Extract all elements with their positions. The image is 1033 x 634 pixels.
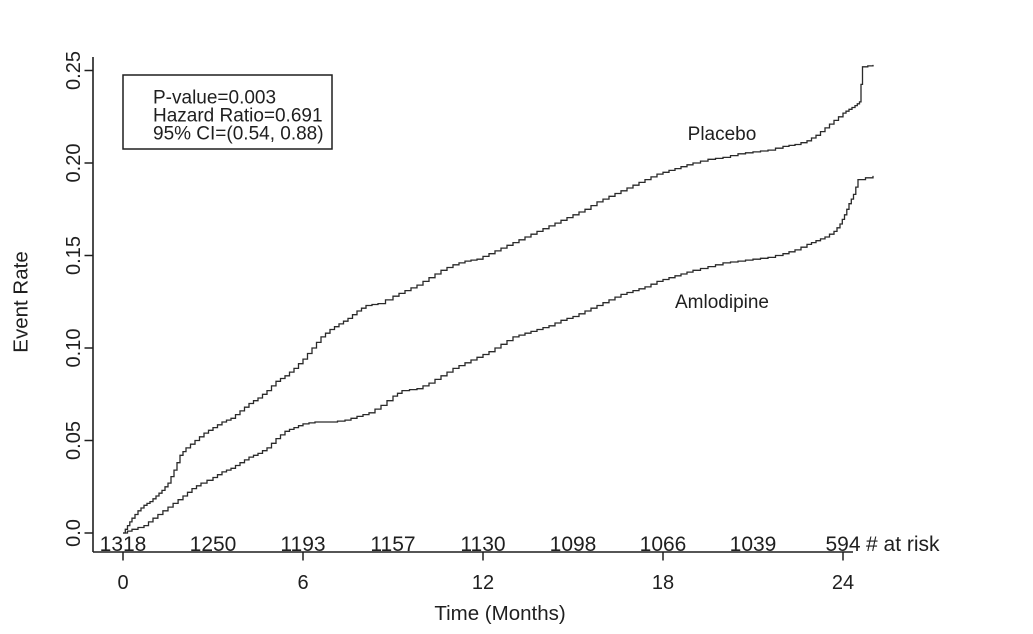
x-tick-label: 24: [832, 572, 854, 594]
series-curve-amlodipine: [123, 175, 874, 534]
stats-box-line: Hazard Ratio=0.691: [153, 106, 323, 127]
at-risk-row-label: # at risk: [866, 533, 940, 556]
stats-box: [122, 74, 333, 150]
at-risk-count: 594: [825, 533, 860, 556]
series-curve-placebo: [123, 64, 874, 534]
at-risk-count: 1318: [100, 533, 147, 556]
at-risk-count: 1066: [640, 533, 687, 556]
x-tick-label: 0: [117, 572, 128, 594]
series-label-amlodipine: Amlodipine: [675, 292, 769, 313]
stats-box-line: P-value=0.003: [153, 88, 276, 109]
y-tick-label: 0.0: [63, 519, 85, 547]
y-axis-title: Event Rate: [10, 251, 33, 352]
y-tick-label: 0.05: [63, 421, 85, 460]
series-label-placebo: Placebo: [688, 124, 757, 145]
at-risk-count: 1193: [280, 533, 325, 556]
x-tick-label: 18: [652, 572, 674, 594]
at-risk-count: 1039: [730, 533, 777, 556]
y-tick-label: 0.10: [63, 329, 85, 368]
y-tick-label: 0.25: [63, 51, 85, 90]
at-risk-count: 1098: [550, 533, 597, 556]
x-axis-title: Time (Months): [434, 602, 565, 625]
y-tick-label: 0.20: [63, 144, 85, 183]
x-tick-label: 6: [297, 572, 308, 594]
y-tick-label: 0.15: [63, 236, 85, 275]
stats-box-line: 95% CI=(0.54, 0.88): [153, 124, 324, 145]
at-risk-count: 1250: [190, 533, 237, 556]
at-risk-count: 1157: [370, 533, 415, 556]
x-tick-label: 12: [472, 572, 494, 594]
at-risk-count: 1130: [460, 533, 505, 556]
